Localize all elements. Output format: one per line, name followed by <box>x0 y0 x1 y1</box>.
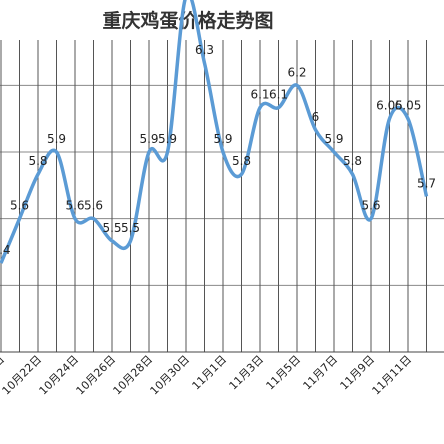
data-label: 6.2 <box>287 65 306 79</box>
chart-title: 重庆鸡蛋价格走势图 <box>102 9 273 32</box>
x-tick-label: 11月1日 <box>190 353 230 393</box>
data-label: 6 <box>312 110 320 124</box>
x-tick-label: 10月28日 <box>111 353 156 398</box>
data-label: 5.9 <box>139 132 158 146</box>
data-label: 5.9 <box>158 132 177 146</box>
data-label: 5.8 <box>232 154 251 168</box>
data-label: 6.05 <box>376 99 403 113</box>
x-tick-label: 10月22日 <box>0 353 44 398</box>
data-label: 6.1 <box>269 88 288 102</box>
x-tick-label: 10月24日 <box>37 353 82 398</box>
x-axis-ticks: 10月20日10月22日10月24日10月26日10月28日10月30日11月1… <box>0 353 414 398</box>
data-label: 5.4 <box>0 243 11 257</box>
data-label: 6.05 <box>395 99 422 113</box>
data-label: 5.6 <box>84 199 103 213</box>
x-tick-label: 10月30日 <box>148 353 193 398</box>
data-label: 5.6 <box>65 199 84 213</box>
data-label: 5.8 <box>343 154 362 168</box>
x-tick-label: 11月5日 <box>264 353 304 393</box>
data-label: 5.6 <box>361 199 380 213</box>
series-line-group <box>0 0 429 264</box>
data-label: 5.9 <box>324 132 343 146</box>
data-label: 5.9 <box>213 132 232 146</box>
x-tick-label: 10月26日 <box>74 353 119 398</box>
data-label: 5.8 <box>28 154 47 168</box>
grid-lines <box>0 40 444 353</box>
data-label: 5.9 <box>47 132 66 146</box>
series-line <box>0 0 429 264</box>
data-label: 5.5 <box>121 221 140 235</box>
data-label: 5.6 <box>10 199 29 213</box>
data-labels: 5.45.65.85.95.65.65.55.55.95.96.66.35.95… <box>0 43 436 257</box>
x-tick-label: 11月3日 <box>227 353 267 393</box>
data-label: 5.7 <box>417 176 436 190</box>
data-label: 6.3 <box>195 43 214 57</box>
data-label: 5.5 <box>102 221 121 235</box>
x-tick-label: 11月7日 <box>301 353 341 393</box>
x-tick-label: 11月11日 <box>370 353 415 398</box>
data-label: 6.1 <box>250 88 269 102</box>
